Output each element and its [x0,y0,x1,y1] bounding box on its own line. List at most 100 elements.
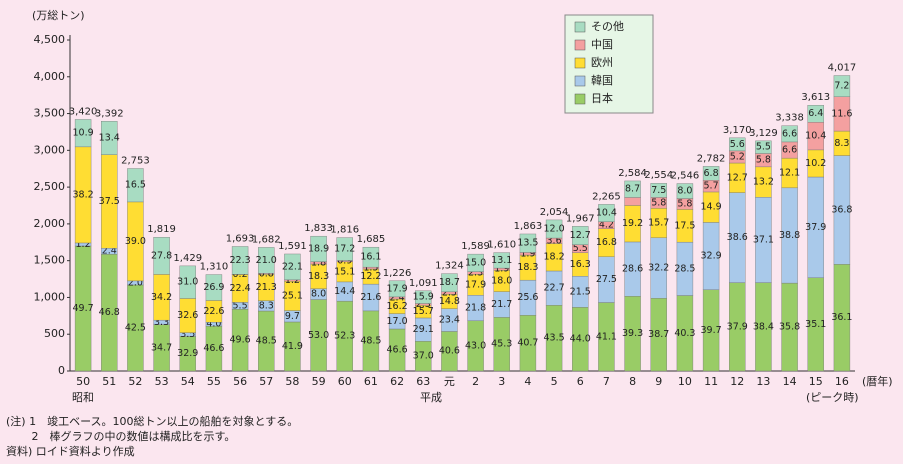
segment-label: 14.9 [701,202,722,213]
y-tick-label: 2,000 [34,217,66,230]
segment-label: 18.3 [517,262,538,273]
legend-label: 韓国 [591,74,613,87]
segment-label: 1.8 [311,257,326,268]
segment-label: 41.1 [596,331,617,342]
x-tick-label: 50 [76,375,90,388]
segment-label: 28.6 [622,264,643,275]
segment-label: 21.7 [491,299,512,310]
x-tick-label: 58 [285,375,299,388]
segment-label: 4.0 [206,319,221,330]
bar-segment [833,75,851,98]
bar-segment [153,237,170,275]
segment-label: 25.1 [282,290,303,301]
total-label: 2,554 [644,170,673,181]
segment-label: 43.5 [544,333,565,344]
segment-label: 12.1 [779,167,800,178]
y-tick-label: 3,000 [34,143,66,156]
bar-segment [336,237,353,261]
segment-label: 32.9 [177,348,198,359]
bar-segment [624,197,641,206]
bar-segment [519,233,537,253]
segment-label: 28.5 [674,263,695,274]
segment-label: 18.0 [491,275,512,286]
bar-segment [101,121,118,155]
segment-label: 17.5 [674,220,695,231]
segment-label: 0.8 [259,268,274,279]
segment-label: 53.0 [308,330,329,341]
segment-label: 22.1 [282,261,303,272]
total-label: 1,685 [357,234,386,245]
total-label: 2,584 [618,168,647,179]
total-label: 1,324 [435,261,464,272]
legend-swatch [574,57,586,69]
segment-label: 8.3 [834,138,849,149]
x-tick-label: 3 [498,375,505,388]
segment-label: 9.7 [285,311,300,322]
segment-label: 6.6 [782,128,797,139]
segment-label: 2.3 [416,299,431,310]
bar-segment [807,105,824,123]
segment-label: 35.1 [805,319,826,330]
total-label: 1,429 [173,253,202,264]
segment-label: 7.2 [834,81,849,92]
x-tick-label: 8 [629,375,636,388]
segment-label: 2.4 [390,292,405,303]
bar-segment [781,125,798,143]
segment-label: 26.9 [203,282,224,293]
bar-segment [650,183,667,198]
peak-label: (ピーク時) [806,391,859,404]
segment-label: 17.0 [387,316,408,327]
segment-label: 2.3 [468,267,483,278]
segment-label: 34.2 [151,292,172,303]
x-tick-label: 6 [577,375,584,388]
segment-label: 42.5 [125,322,146,333]
legend-label: 中国 [591,38,613,51]
x-tick-label: 4 [524,375,531,388]
bar-segment [205,274,223,301]
segment-label: 27.5 [596,274,617,285]
bar-segment [676,183,694,199]
x-tick-label: 59 [312,375,326,388]
bar-segment [284,253,301,281]
segment-label: 5.6 [730,139,745,150]
segment-label: 16.2 [387,301,408,312]
segment-label: 12.7 [570,230,591,241]
bar-segment [598,204,615,222]
segment-label: 1.5 [363,263,378,274]
segment-label: 41.9 [282,341,303,352]
segment-label: 5.8 [677,198,692,209]
segment-label: 19.2 [622,218,643,229]
segment-label: 21.0 [256,255,277,266]
segment-label: 5.8 [651,197,666,208]
segment-label: 1.9 [520,248,535,259]
segment-label: 12.0 [544,223,565,234]
bar-segment [493,252,510,269]
total-label: 3,613 [801,92,830,103]
x-tick-label: 61 [364,375,378,388]
y-tick-label: 4,500 [34,33,66,46]
segment-label: 15.7 [648,218,669,229]
total-label: 1,682 [252,234,281,245]
x-tick-label: 60 [338,375,352,388]
segment-label: 39.3 [622,328,643,339]
legend-swatch [574,93,586,105]
segment-label: 8.3 [259,300,274,311]
segment-label: 46.6 [203,343,224,354]
segment-label: 5.8 [756,155,771,166]
segment-label: 25.6 [517,292,538,303]
segment-label: 52.3 [334,331,355,342]
bar-segment [702,166,720,181]
y-tick-label: 2,500 [34,180,66,193]
x-tick-label: 7 [603,375,610,388]
bar-segment [415,290,432,304]
segment-label: 16.1 [360,252,381,263]
segment-label: 37.9 [727,321,748,332]
segment-label: 37.5 [99,196,120,207]
segment-label: 13.1 [491,255,512,266]
total-label: 3,338 [775,112,804,123]
segment-label: 13.2 [753,177,774,188]
bar-segment [572,226,589,245]
x-tick-label: 2 [472,375,479,388]
segment-label: 21.8 [465,303,486,314]
segment-label: 21.3 [256,282,277,293]
